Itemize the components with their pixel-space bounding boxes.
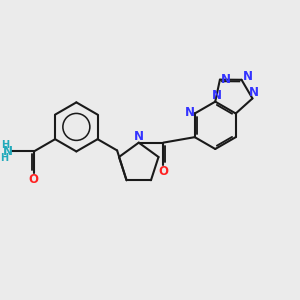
Text: N: N <box>3 145 13 158</box>
Text: N: N <box>243 70 253 83</box>
Text: N: N <box>184 106 194 118</box>
Text: N: N <box>249 85 259 99</box>
Text: O: O <box>158 165 168 178</box>
Text: O: O <box>29 173 39 186</box>
Text: N: N <box>212 89 222 102</box>
Text: N: N <box>221 73 231 86</box>
Text: N: N <box>134 130 144 143</box>
Text: H: H <box>0 153 8 163</box>
Text: H: H <box>1 140 9 150</box>
